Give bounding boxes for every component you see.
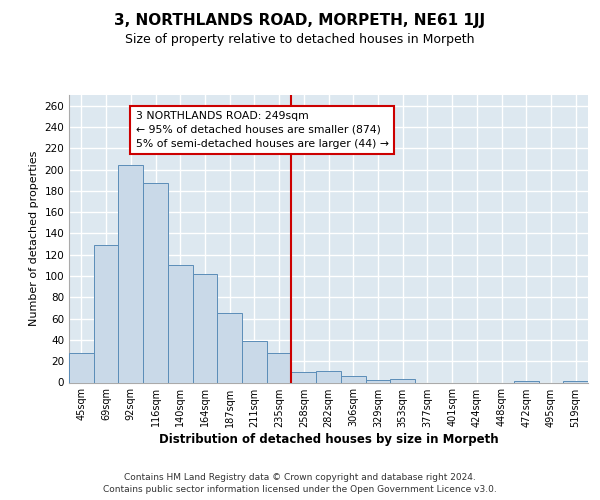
Bar xyxy=(316,371,341,382)
Y-axis label: Number of detached properties: Number of detached properties xyxy=(29,151,39,326)
Text: 3, NORTHLANDS ROAD, MORPETH, NE61 1JJ: 3, NORTHLANDS ROAD, MORPETH, NE61 1JJ xyxy=(115,12,485,28)
Bar xyxy=(292,372,316,382)
Text: Distribution of detached houses by size in Morpeth: Distribution of detached houses by size … xyxy=(159,432,499,446)
Text: Contains public sector information licensed under the Open Government Licence v3: Contains public sector information licen… xyxy=(103,485,497,494)
Bar xyxy=(118,166,143,382)
Bar xyxy=(94,245,118,382)
Bar xyxy=(217,314,242,382)
Bar xyxy=(365,380,390,382)
Text: Size of property relative to detached houses in Morpeth: Size of property relative to detached ho… xyxy=(125,32,475,46)
Text: 3 NORTHLANDS ROAD: 249sqm
← 95% of detached houses are smaller (874)
5% of semi-: 3 NORTHLANDS ROAD: 249sqm ← 95% of detac… xyxy=(136,111,389,149)
Bar xyxy=(390,380,415,382)
Bar xyxy=(193,274,217,382)
Bar xyxy=(267,352,292,382)
Bar xyxy=(168,266,193,382)
Bar xyxy=(69,352,94,382)
Bar xyxy=(143,184,168,382)
Bar xyxy=(341,376,365,382)
Bar xyxy=(242,341,267,382)
Text: Contains HM Land Registry data © Crown copyright and database right 2024.: Contains HM Land Registry data © Crown c… xyxy=(124,472,476,482)
